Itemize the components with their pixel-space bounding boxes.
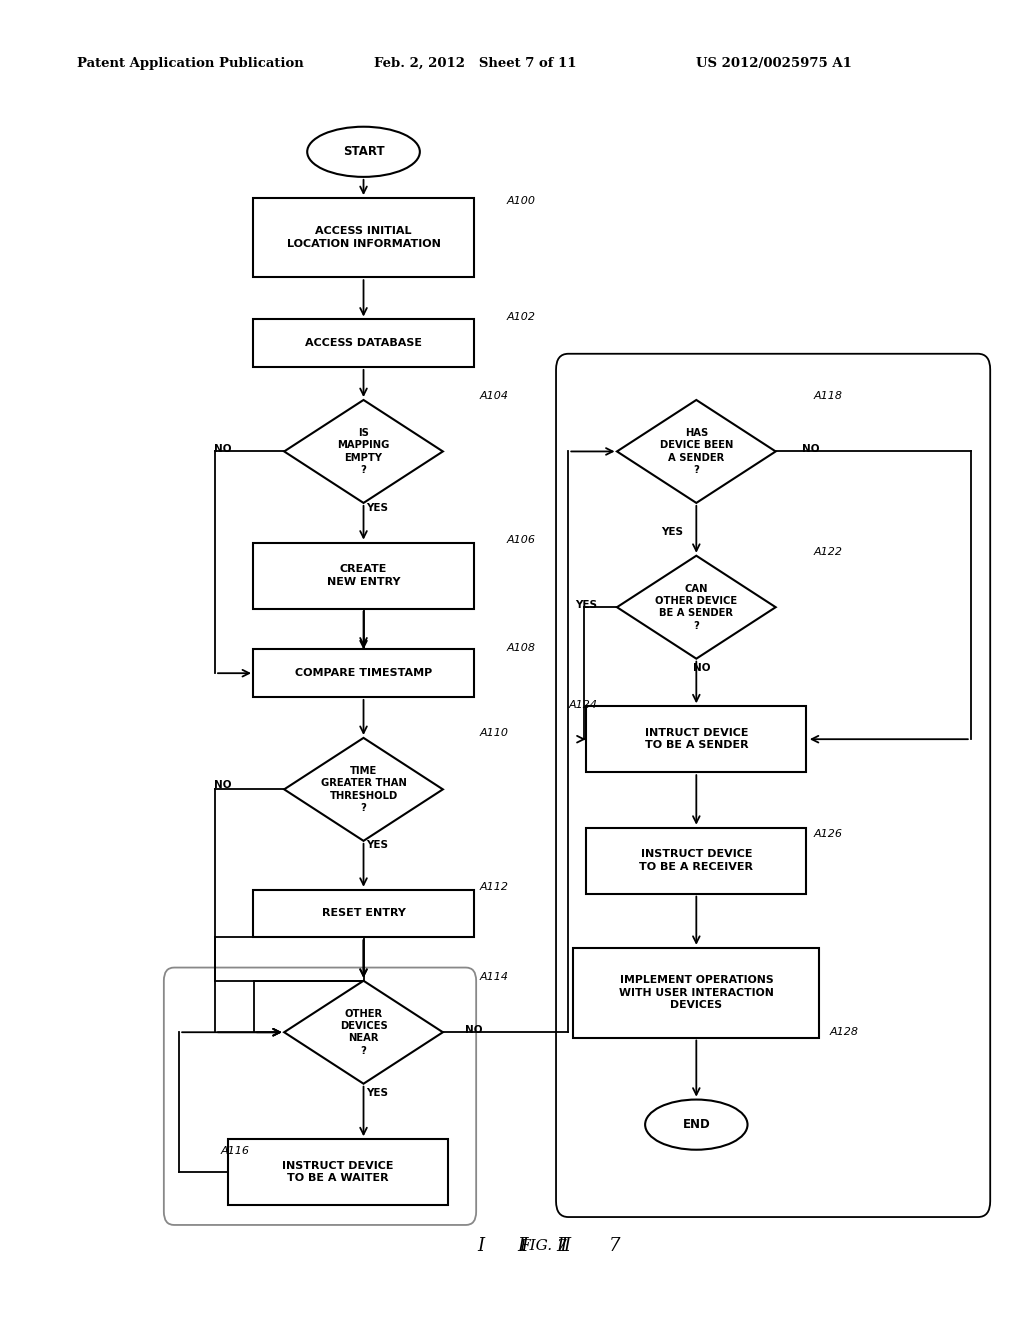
Text: Ⅲ: Ⅲ	[556, 1237, 570, 1255]
Text: FIG. 7: FIG. 7	[519, 1239, 566, 1253]
Text: NO: NO	[214, 780, 232, 791]
Text: A126: A126	[814, 829, 843, 840]
Text: A118: A118	[814, 391, 843, 401]
Text: IMPLEMENT OPERATIONS
WITH USER INTERACTION
DEVICES: IMPLEMENT OPERATIONS WITH USER INTERACTI…	[618, 975, 774, 1010]
FancyBboxPatch shape	[228, 1139, 449, 1205]
Text: CAN
OTHER DEVICE
BE A SENDER
?: CAN OTHER DEVICE BE A SENDER ?	[655, 583, 737, 631]
Text: INSTRUCT DEVICE
TO BE A WAITER: INSTRUCT DEVICE TO BE A WAITER	[283, 1162, 393, 1183]
FancyBboxPatch shape	[573, 948, 819, 1038]
Ellipse shape	[307, 127, 420, 177]
Text: INTRUCT DEVICE
TO BE A SENDER: INTRUCT DEVICE TO BE A SENDER	[644, 729, 749, 750]
FancyBboxPatch shape	[254, 319, 473, 367]
FancyBboxPatch shape	[254, 198, 473, 277]
Text: A112: A112	[479, 882, 508, 892]
Polygon shape	[284, 738, 442, 841]
Text: YES: YES	[366, 1088, 388, 1098]
Polygon shape	[284, 400, 442, 503]
Text: HAS
DEVICE BEEN
A SENDER
?: HAS DEVICE BEEN A SENDER ?	[659, 428, 733, 475]
Text: INSTRUCT DEVICE
TO BE A RECEIVER: INSTRUCT DEVICE TO BE A RECEIVER	[639, 850, 754, 871]
Text: A106: A106	[507, 535, 536, 545]
Text: END: END	[682, 1118, 711, 1131]
Text: COMPARE TIMESTAMP: COMPARE TIMESTAMP	[295, 668, 432, 678]
Text: A110: A110	[479, 727, 508, 738]
Text: A122: A122	[814, 546, 843, 557]
Text: ACCESS DATABASE: ACCESS DATABASE	[305, 338, 422, 348]
Text: Ⅱ: Ⅱ	[517, 1237, 527, 1255]
Text: Patent Application Publication: Patent Application Publication	[77, 57, 303, 70]
Text: Ⅰ: Ⅰ	[478, 1237, 484, 1255]
Text: YES: YES	[366, 840, 388, 850]
Text: A104: A104	[479, 391, 508, 401]
Text: IS
MAPPING
EMPTY
?: IS MAPPING EMPTY ?	[337, 428, 390, 475]
FancyBboxPatch shape	[586, 706, 807, 772]
Text: NO: NO	[465, 1024, 483, 1035]
Polygon shape	[616, 400, 776, 503]
Text: A116: A116	[220, 1146, 249, 1156]
Text: TIME
GREATER THAN
THRESHOLD
?: TIME GREATER THAN THRESHOLD ?	[321, 766, 407, 813]
Text: NO: NO	[692, 663, 711, 673]
Text: YES: YES	[366, 503, 388, 513]
Text: CREATE
NEW ENTRY: CREATE NEW ENTRY	[327, 565, 400, 586]
FancyBboxPatch shape	[254, 649, 473, 697]
Text: 7: 7	[608, 1237, 621, 1255]
Text: NO: NO	[214, 444, 232, 454]
Text: NO: NO	[802, 444, 820, 454]
Text: ACCESS INITIAL
LOCATION INFORMATION: ACCESS INITIAL LOCATION INFORMATION	[287, 227, 440, 248]
Ellipse shape	[645, 1100, 748, 1150]
Polygon shape	[284, 981, 442, 1084]
Text: OTHER
DEVICES
NEAR
?: OTHER DEVICES NEAR ?	[340, 1008, 387, 1056]
Polygon shape	[616, 556, 776, 659]
Text: A124: A124	[568, 700, 597, 710]
FancyBboxPatch shape	[254, 890, 473, 937]
Text: A108: A108	[507, 643, 536, 653]
Text: START: START	[343, 145, 384, 158]
Text: A102: A102	[507, 312, 536, 322]
Text: YES: YES	[660, 527, 683, 537]
Text: US 2012/0025975 A1: US 2012/0025975 A1	[696, 57, 852, 70]
Text: A100: A100	[507, 195, 536, 206]
Text: A128: A128	[829, 1027, 858, 1038]
FancyBboxPatch shape	[254, 543, 473, 609]
Text: A114: A114	[479, 972, 508, 982]
Text: YES: YES	[574, 599, 597, 610]
Text: RESET ENTRY: RESET ENTRY	[322, 908, 406, 919]
FancyBboxPatch shape	[586, 828, 807, 894]
Text: Feb. 2, 2012   Sheet 7 of 11: Feb. 2, 2012 Sheet 7 of 11	[374, 57, 577, 70]
